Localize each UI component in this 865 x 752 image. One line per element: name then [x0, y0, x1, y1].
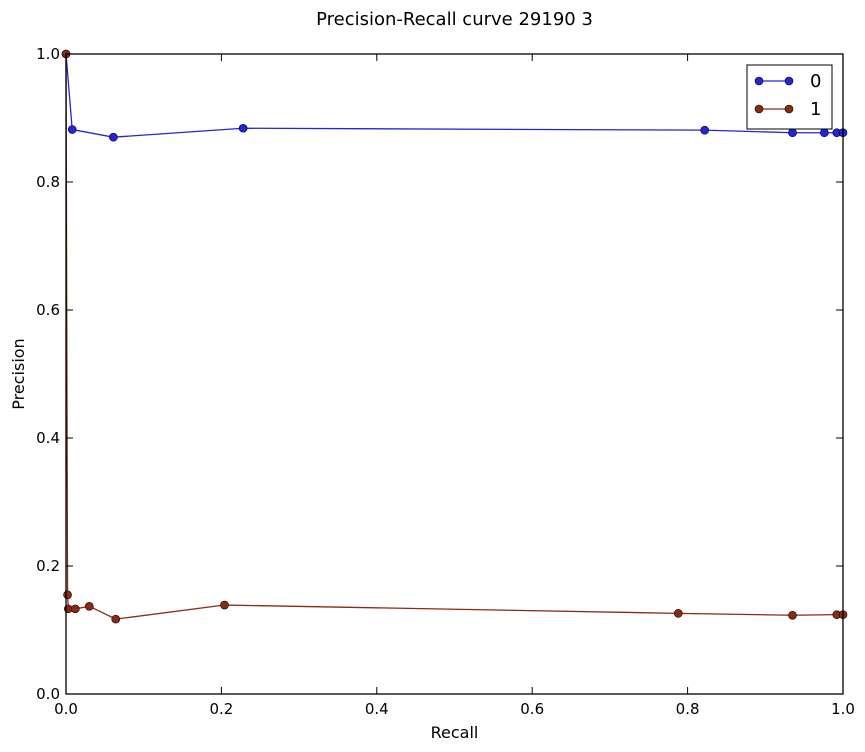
- plot-frame: [65, 53, 844, 695]
- plot-area: [66, 54, 843, 694]
- y-tick-label: 1.0: [36, 45, 60, 63]
- y-tick-label: 0.6: [36, 301, 60, 319]
- legend: 01: [746, 64, 833, 130]
- legend-marker-0: [754, 76, 764, 86]
- y-tick-label: 0.8: [36, 173, 60, 191]
- data-point-series-1: [788, 610, 797, 620]
- chart-title: Precision-Recall curve 29190 3: [316, 9, 593, 30]
- data-point-series-1: [71, 604, 80, 614]
- legend-marker-1: [754, 104, 764, 114]
- data-point-series-0: [788, 128, 797, 138]
- data-point-series-0: [109, 132, 118, 142]
- x-tick-label: 1.0: [831, 700, 855, 718]
- legend-box: [746, 64, 833, 130]
- x-tick-label: 0.0: [54, 700, 78, 718]
- data-point-series-0: [238, 123, 248, 133]
- data-point-series-0: [820, 128, 829, 138]
- x-tick-label: 0.8: [676, 700, 700, 718]
- data-point-series-0: [700, 125, 709, 135]
- x-axis-label: Recall: [431, 723, 479, 742]
- y-tick-label: 0.2: [36, 557, 60, 575]
- data-point-series-1: [111, 614, 121, 624]
- data-point-series-1: [63, 590, 72, 600]
- legend-label-0: 0: [810, 71, 821, 92]
- legend-marker-0: [784, 76, 794, 86]
- x-tick-label: 0.6: [520, 700, 544, 718]
- x-tick-label: 0.2: [209, 700, 233, 718]
- data-point-series-1: [85, 602, 94, 611]
- legend-label-1: 1: [810, 99, 821, 120]
- axes-layer: 0.0 0.2 0.4 0.6 0.8 1.0 0.0 0.2 0.4 0.6 0.8 1.0: [36, 45, 855, 718]
- y-tick-label: 0.0: [36, 685, 60, 703]
- y-tick-label: 0.4: [36, 429, 60, 447]
- plot-background: [66, 54, 843, 694]
- y-axis-label: Precision: [9, 338, 28, 409]
- data-point-series-0: [67, 125, 77, 134]
- data-point-series-1: [220, 600, 229, 610]
- x-tick-label: 0.4: [365, 700, 389, 718]
- legend-marker-1: [784, 104, 794, 114]
- series-layer: [61, 49, 848, 624]
- data-point-series-1: [673, 609, 683, 618]
